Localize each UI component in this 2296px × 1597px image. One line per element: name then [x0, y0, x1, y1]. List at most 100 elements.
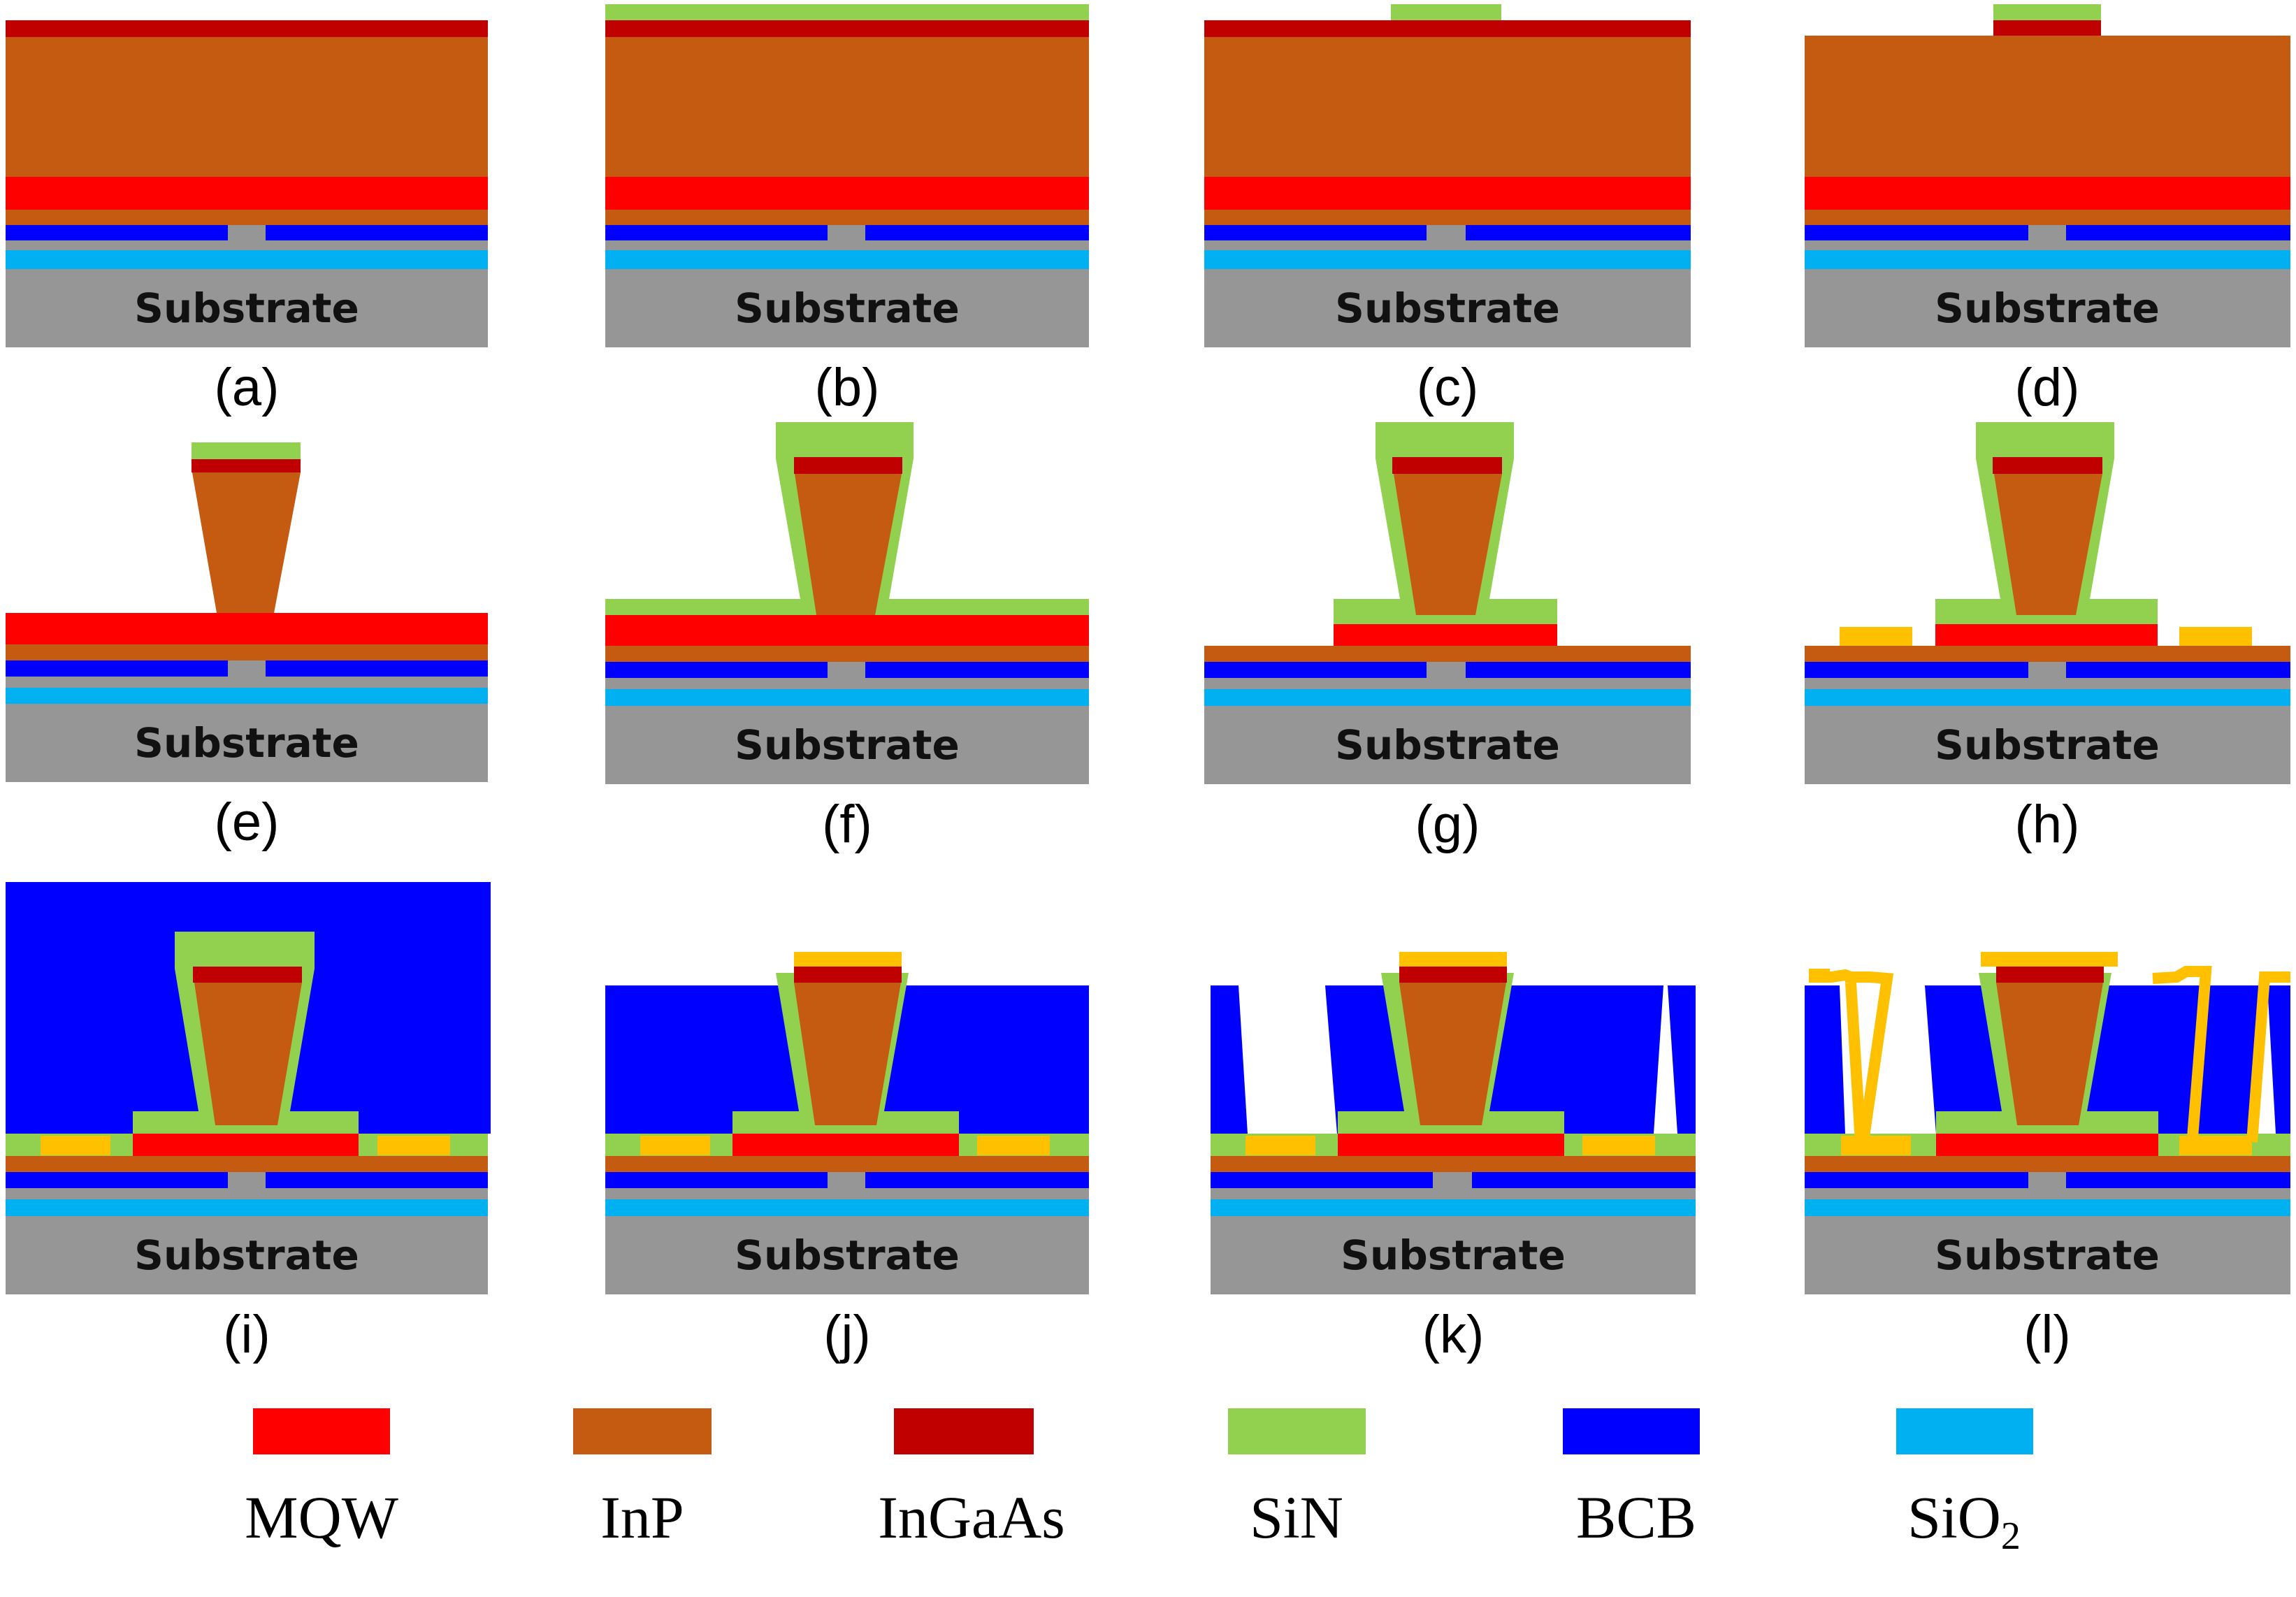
substrate-layer: [605, 1216, 1089, 1294]
sio2-layer: [605, 1199, 1089, 1216]
inp-ridge: [192, 472, 301, 613]
panel-a: Substrate (a): [6, 20, 488, 417]
n-metal-right: [1582, 1136, 1655, 1155]
substrate-label: Substrate: [1335, 721, 1560, 769]
legend-label-bcb: BCB: [1576, 1484, 1696, 1551]
legend-label-sin: SiN: [1250, 1484, 1343, 1551]
substrate-layer: [6, 1216, 488, 1294]
bcb-block-right: [1668, 985, 1696, 1134]
sio2-layer: [6, 1199, 488, 1216]
caption-d: (d): [2015, 358, 2080, 417]
inp-bottom-layer: [6, 210, 488, 225]
n-metal-left: [1840, 627, 1912, 646]
gap-layer: [6, 1188, 488, 1199]
inp-cladding-layer: [6, 37, 488, 177]
bcb-layer-left: [6, 225, 228, 240]
mqw-layer: [1805, 177, 2290, 210]
bcb-layer-right: [1466, 662, 1691, 678]
bcb-layer-left: [6, 660, 228, 677]
sin-mask-layer: [605, 4, 1089, 20]
si-waveguide: [2028, 225, 2066, 240]
substrate-label: Substrate: [1935, 721, 2160, 769]
ingaas-contact-layer: [605, 20, 1089, 37]
sio2-layer: [1805, 689, 2290, 706]
caption-k: (k): [1422, 1305, 1485, 1364]
legend-label-sio2: SiO2: [1907, 1484, 2021, 1558]
si-waveguide: [228, 225, 266, 240]
n-metal-left: [1246, 1136, 1315, 1155]
mqw-layer: [6, 177, 488, 210]
bcb-layer-right: [865, 225, 1089, 240]
bcb-layer-left: [1805, 1172, 2028, 1188]
substrate-layer: [1211, 1216, 1696, 1294]
bcb-layer-left: [1204, 662, 1427, 678]
bcb-block-left: [1805, 985, 1845, 1134]
inp-bottom-layer: [605, 210, 1089, 225]
caption-b: (b): [815, 358, 880, 417]
legend-swatch-sio2: [1896, 1408, 2033, 1454]
inp-bottom-layer: [6, 644, 488, 660]
si-waveguide: [2028, 662, 2066, 678]
sio2-layer: [6, 250, 488, 269]
panel-h: Substrate (h): [1805, 422, 2290, 854]
inp-bottom-layer: [1805, 1156, 2290, 1172]
sio2-layer: [605, 250, 1089, 269]
substrate-layer: [605, 706, 1089, 784]
bcb-block-left: [1211, 985, 1248, 1134]
panel-d: Substrate (d): [1805, 4, 2290, 417]
p-metal-contact: [794, 952, 902, 967]
substrate-layer: [1805, 1216, 2290, 1294]
sio2-layer: [1805, 250, 2290, 269]
substrate-layer: [1805, 269, 2290, 347]
n-metal-right: [377, 1136, 450, 1155]
substrate-label: Substrate: [735, 721, 960, 769]
gap-layer: [1805, 678, 2290, 689]
bcb-block-right: [2267, 985, 2290, 1134]
p-metal-contact: [1981, 952, 2118, 967]
n-metal-left: [1841, 1136, 1911, 1155]
inp-bottom-layer: [6, 1156, 488, 1172]
mqw-layer: [6, 613, 488, 644]
si-waveguide: [2028, 1172, 2066, 1188]
legend-swatch-mqw: [253, 1408, 390, 1454]
gap-layer: [605, 1188, 1089, 1199]
legend-label-mqw: MQW: [245, 1484, 398, 1551]
substrate-layer: [605, 269, 1089, 347]
inp-ridge: [1996, 983, 2103, 1125]
legend-swatch-bcb: [1563, 1408, 1700, 1454]
bcb-layer-left: [6, 1172, 228, 1188]
si-waveguide: [828, 662, 865, 678]
substrate-label: Substrate: [134, 284, 359, 332]
gap-layer: [1204, 240, 1691, 250]
caption-i: (i): [223, 1305, 270, 1364]
panel-c: Substrate (c): [1204, 4, 1691, 417]
ingaas-contact-strip: [193, 967, 302, 983]
ingaas-contact-strip: [192, 459, 301, 472]
inp-ridge: [194, 983, 302, 1125]
ingaas-contact-strip: [1996, 967, 2104, 983]
sin-mask-strip: [192, 442, 301, 459]
legend-label-inp: InP: [600, 1484, 684, 1551]
ingaas-contact-strip: [794, 967, 902, 983]
panel-l: Substrate (l): [1805, 952, 2290, 1364]
panel-e: Substrate (e): [6, 442, 488, 852]
sio2-layer: [1204, 689, 1691, 706]
panel-i: Substrate (i): [6, 882, 491, 1364]
bcb-layer-left: [1211, 1172, 1433, 1188]
n-metal-right: [2179, 627, 2252, 646]
bcb-layer-left: [605, 1172, 828, 1188]
mqw-mesa: [1338, 1134, 1564, 1156]
inp-bottom-layer: [605, 646, 1089, 662]
substrate-layer: [1204, 269, 1691, 347]
bcb-layer-right: [2066, 1172, 2290, 1188]
inp-bottom-layer: [1204, 646, 1691, 662]
inp-cladding-layer: [605, 37, 1089, 177]
gap-layer: [605, 678, 1089, 689]
substrate-label: Substrate: [1935, 1231, 2160, 1279]
legend-label-sio2-main: SiO: [1907, 1484, 2001, 1551]
inp-ridge: [795, 474, 902, 615]
bcb-layer-right: [865, 1172, 1089, 1188]
si-waveguide: [1433, 1172, 1472, 1188]
legend-label-sio2-subscript: 2: [2001, 1515, 2021, 1558]
